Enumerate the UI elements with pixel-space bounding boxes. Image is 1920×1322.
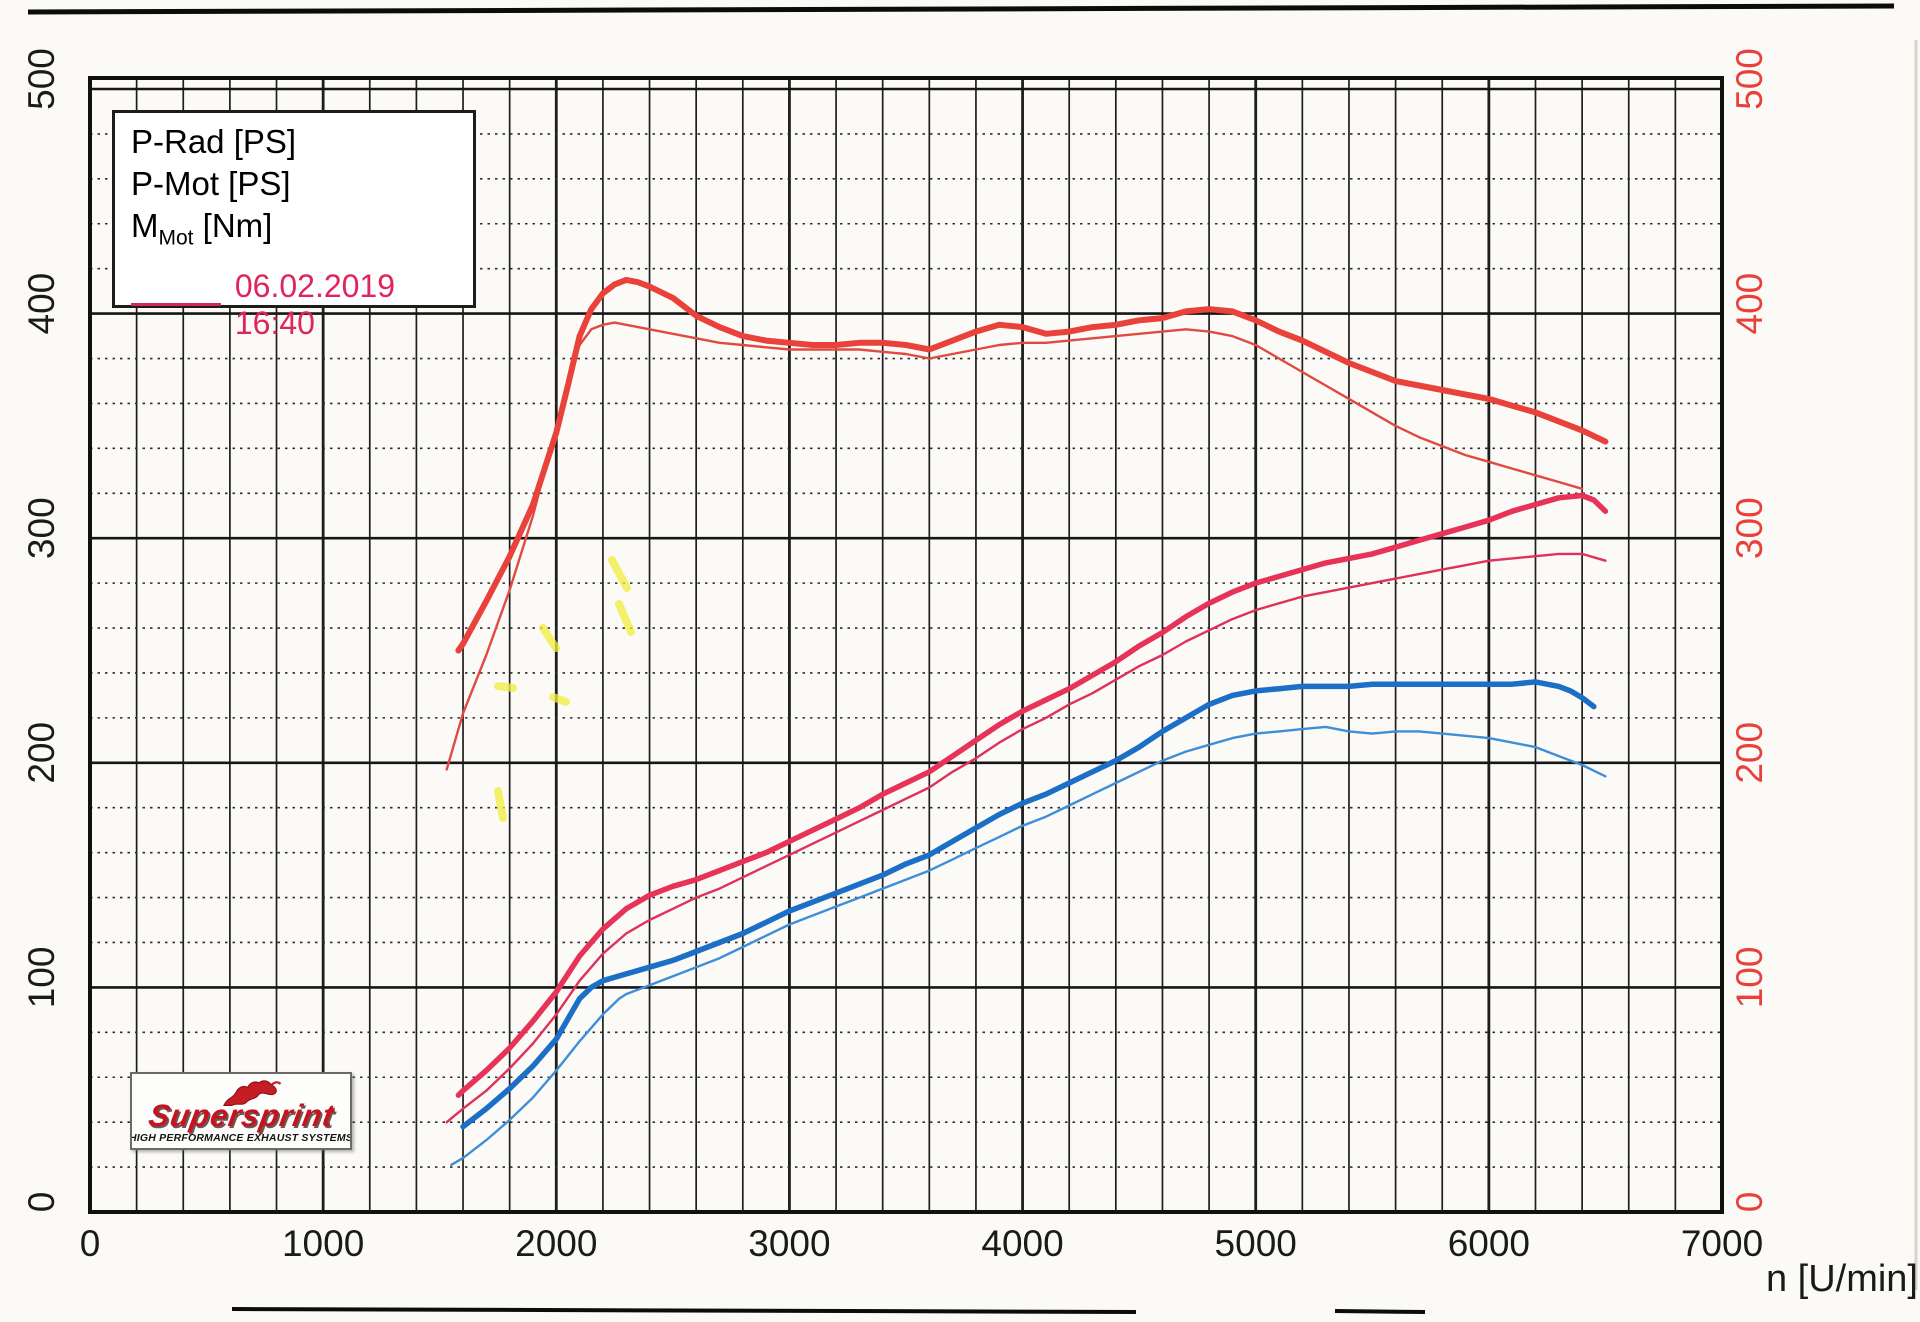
x-tick-label: 4000	[981, 1223, 1063, 1264]
x-tick-label: 7000	[1681, 1223, 1763, 1264]
right-y-tick-label: 0	[1729, 1192, 1770, 1213]
left-y-tick-label: 0	[21, 1192, 62, 1213]
right-y-tick-label: 400	[1729, 273, 1770, 335]
curve-p-mot-thick	[455, 492, 1609, 1098]
right-y-tick-label: 300	[1729, 497, 1770, 559]
curve-m-mot-thin	[445, 321, 1584, 771]
legend-run-entry: 06.02.2019 16:40	[131, 268, 473, 342]
left-y-tick-label: 200	[21, 722, 62, 784]
scan-artifact-yellow	[549, 693, 570, 706]
supersprint-logo: Supersprint HIGH PERFORMANCE EXHAUST SYS…	[130, 1072, 352, 1150]
x-tick-label: 1000	[282, 1223, 364, 1264]
scan-artifact-yellow	[539, 624, 560, 652]
left-y-tick-label: 100	[21, 947, 62, 1009]
logo-tagline-text: HIGH PERFORMANCE EXHAUST SYSTEMS	[130, 1132, 352, 1144]
legend-run-line-sample	[131, 303, 221, 307]
x-tick-label: 2000	[515, 1223, 597, 1264]
left-y-tick-label: 300	[21, 497, 62, 559]
legend-m-mot-label: MMot [Nm]	[131, 207, 273, 250]
legend-p-rad-label: P-Rad [PS]	[131, 123, 297, 160]
curve-m-mot-thick	[455, 276, 1609, 654]
x-tick-label: 3000	[748, 1223, 830, 1264]
x-tick-label: 6000	[1448, 1223, 1530, 1264]
plot-frame	[88, 76, 1724, 1214]
curve-p-rad-thin	[450, 725, 1607, 1166]
curve-p-rad-thick	[460, 679, 1597, 1130]
curve-p-mot-thin	[445, 552, 1607, 1124]
x-tick-label: 5000	[1215, 1223, 1297, 1264]
scan-artifact-yellow	[494, 787, 507, 822]
x-axis-unit-label: n [U/min]	[1765, 1258, 1918, 1300]
left-y-tick-label: 500	[21, 48, 62, 110]
legend-item-p-rad: P-Rad [PS]	[131, 121, 473, 163]
scan-artifact-yellow	[615, 600, 635, 636]
scan-artifact-yellow	[494, 682, 517, 692]
legend-run-date: 06.02.2019 16:40	[234, 267, 396, 341]
scan-artifact-yellow	[608, 556, 631, 592]
right-y-tick-label: 100	[1729, 947, 1770, 1009]
scan-edge-bottom-short	[1334, 1309, 1426, 1314]
legend-p-mot-label: P-Mot [PS]	[131, 165, 291, 202]
horse-icon	[222, 1080, 282, 1107]
right-y-tick-label: 500	[1729, 48, 1770, 110]
left-y-tick-label: 400	[21, 273, 62, 335]
scan-edge-bottom	[231, 1307, 1137, 1314]
logo-brand-text: Supersprint	[145, 1098, 337, 1133]
scan-edge-top	[27, 3, 1895, 15]
x-tick-label: 0	[80, 1223, 101, 1264]
right-y-tick-label: 200	[1729, 722, 1770, 784]
legend-box: P-Rad [PS] P-Mot [PS] MMot [Nm] 06.02.20…	[112, 110, 476, 341]
legend-item-p-mot: P-Mot [PS]	[131, 163, 473, 205]
legend-item-m-mot: MMot [Nm]	[131, 205, 473, 260]
